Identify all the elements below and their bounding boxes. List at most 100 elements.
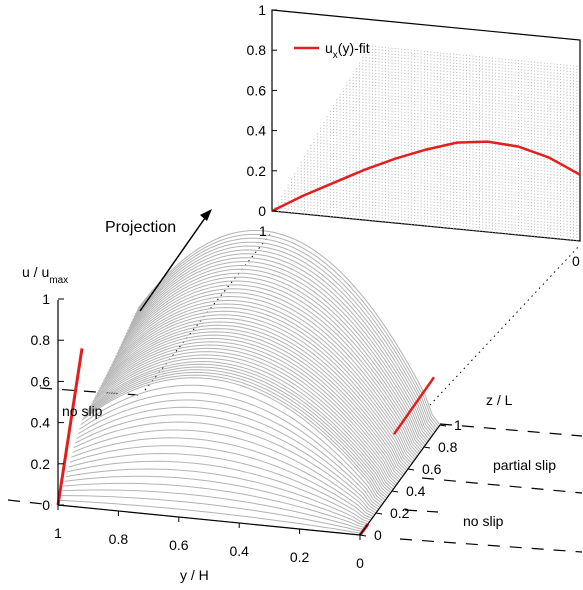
profile-curve (130, 249, 434, 435)
guide-base-left (7, 499, 53, 506)
profile-curve (69, 445, 373, 519)
profile-curve (94, 347, 398, 485)
inset-y-tick-label: 1 (258, 2, 266, 18)
partial-slip-label: partial slip (493, 457, 556, 473)
profile-curve (88, 363, 392, 494)
projection-arrowhead (200, 209, 212, 221)
profile-curve (73, 421, 377, 514)
z-tick-label: 1 (454, 417, 462, 433)
u-tick-label: 0.2 (31, 456, 51, 472)
profile-curve (61, 489, 365, 530)
guide-z-mid (404, 509, 439, 513)
profile-curve (79, 392, 382, 507)
profile-curve (124, 268, 428, 444)
x-axis-label: y / H (180, 567, 209, 583)
guide-z-top (439, 423, 583, 437)
profile-curve (68, 452, 371, 521)
z-tick-mark (407, 468, 415, 471)
profile-curve (84, 371, 388, 499)
profile-curve (64, 475, 367, 527)
projection-label: Projection (105, 219, 176, 236)
profile-curves (57, 230, 441, 536)
profile-curve (80, 384, 384, 505)
profile-curve (65, 468, 369, 525)
z-tick-label: 0 (374, 527, 382, 543)
profile-curve (110, 307, 414, 463)
profile-curve (71, 437, 374, 518)
no-slip-region-label: no slip (463, 513, 504, 529)
guide-z-partial (421, 477, 583, 494)
x-tick-label: 0.6 (169, 537, 189, 553)
u-tick-label: 1 (42, 291, 50, 307)
profile-curve (102, 328, 406, 474)
z-tick-mark (423, 446, 431, 449)
profile-curve (93, 351, 397, 486)
u-tick-label: 0.4 (31, 415, 51, 431)
projection-line-right (429, 244, 581, 406)
z-tick-mark (439, 424, 447, 427)
guide-z-bottom (399, 538, 583, 553)
x-tick-label: 0 (356, 555, 364, 571)
profile-curve (134, 237, 438, 430)
profile-curve (109, 310, 413, 464)
profile-curve (85, 369, 389, 497)
profile-curve (112, 303, 416, 461)
profile-curve (60, 495, 363, 532)
z-axis-label: z / L (486, 392, 513, 408)
profile-curve (75, 414, 378, 512)
profile-curve (97, 341, 401, 481)
profile-curve (104, 324, 408, 472)
u-tick-label: 0.8 (31, 332, 51, 348)
profile-curve (72, 429, 375, 516)
guide-no-slip-side (39, 387, 139, 396)
profile-curve (92, 354, 396, 488)
z-tick-mark (375, 512, 383, 515)
inset-y-tick-label: 0.6 (247, 82, 267, 98)
profile-curve (100, 334, 404, 477)
red-far-edge (392, 376, 436, 435)
x-tick-label: 1 (54, 525, 62, 541)
profile-curve (136, 233, 440, 428)
profile-curve (128, 257, 432, 439)
profile-curve (126, 261, 430, 441)
z-tick-label: 0.8 (438, 439, 458, 455)
profile-curve (59, 499, 362, 534)
y-axis (57, 504, 361, 536)
inset-fit-curve (271, 140, 581, 213)
profile-curve (133, 241, 437, 431)
profile-curve (101, 331, 405, 475)
profile-curve (114, 295, 418, 457)
x-ticks: 1 0.8 0.6 0.4 0.2 0 (54, 505, 364, 571)
u-axis-label: u / umax (22, 264, 68, 286)
z-ticks: 0 0.2 0.4 0.6 0.8 1 (359, 417, 462, 543)
profile-curve (98, 337, 402, 479)
main-axes (57, 300, 441, 536)
x-tick-label: 0.4 (229, 543, 249, 559)
profile-curve (67, 460, 370, 523)
no-slip-side-label: no slip (62, 403, 103, 419)
profile-curve (125, 265, 429, 442)
inset-legend-text: ux(y)-fit (325, 40, 370, 61)
inset-y-tick-label: 0.8 (247, 42, 267, 58)
profile-curve (120, 280, 424, 450)
profile-curve (108, 314, 412, 466)
inset-y-tick-label: 0 (258, 203, 266, 219)
z-axis (359, 424, 441, 536)
profile-curve (96, 344, 400, 483)
z-tick-mark (391, 490, 399, 493)
x-tick-label: 0.8 (109, 531, 129, 547)
z-tick-label: 0.4 (406, 483, 426, 499)
profile-curve (105, 321, 409, 470)
projection-arrow (139, 217, 206, 312)
inset-y-tick-label: 0.2 (247, 163, 267, 179)
profile-curve (137, 230, 441, 426)
z-tick-mark (359, 534, 367, 537)
profile-curve (81, 377, 385, 503)
profile-curve (77, 399, 381, 508)
inset-y-ticks: 0 0.2 0.4 0.6 0.8 1 (247, 2, 277, 219)
u-ticks: 0 0.2 0.4 0.6 0.8 1 (31, 291, 64, 513)
profile-curve (117, 288, 421, 453)
z-tick-label: 0.6 (422, 461, 442, 477)
z-tick-label: 0.2 (390, 505, 410, 521)
